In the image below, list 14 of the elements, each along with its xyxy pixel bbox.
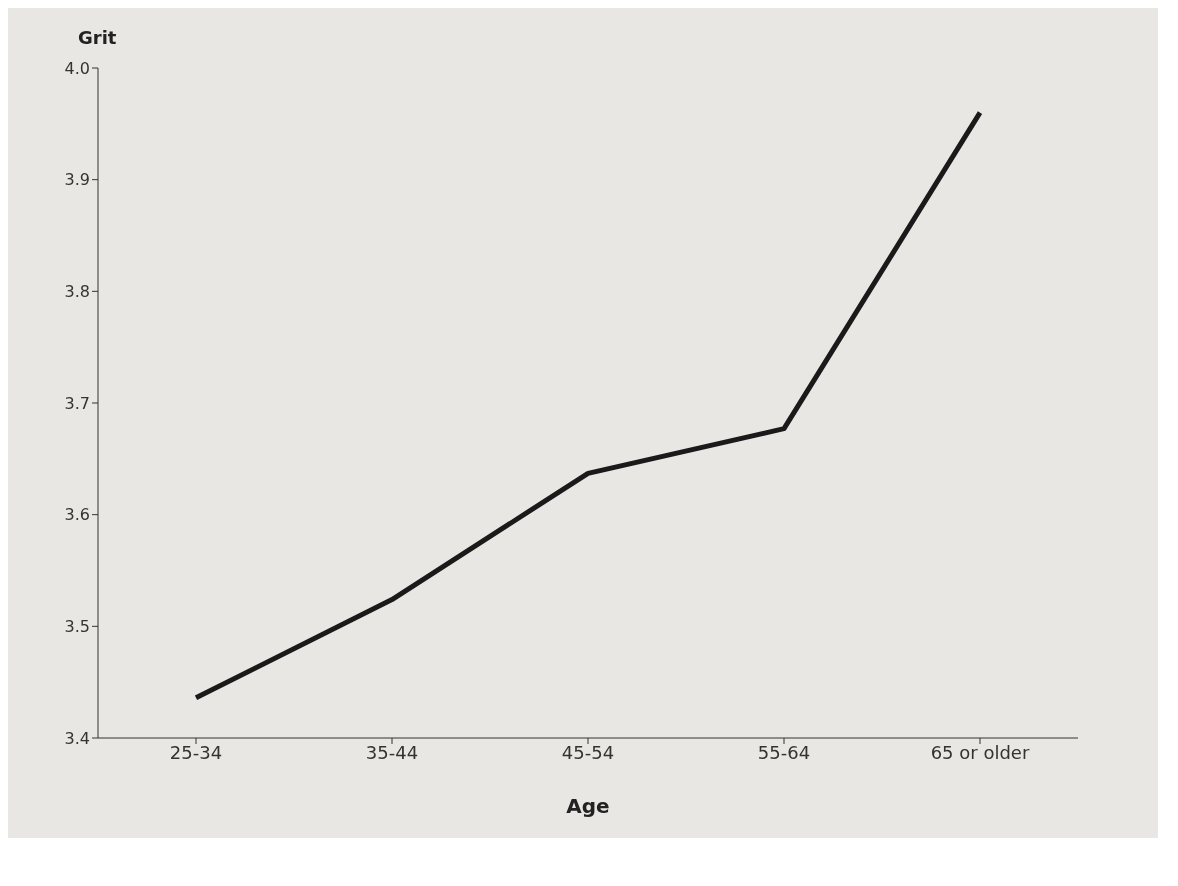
y-tick-label: 4.0 — [64, 58, 90, 78]
x-tick-label: 45-54 — [561, 741, 615, 763]
y-tick-label: 3.9 — [64, 170, 90, 190]
x-tick-label: 25-34 — [169, 741, 223, 763]
y-axis-title: Grit — [78, 26, 118, 50]
x-axis-title: Age — [566, 794, 610, 818]
x-tick-label: 65 or older — [930, 741, 1030, 763]
y-tick-label: 3.7 — [64, 393, 90, 413]
y-tick-label: 3.6 — [64, 505, 90, 525]
y-tick-label: 3.4 — [64, 728, 90, 748]
y-tick-label: 3.5 — [64, 617, 90, 637]
x-tick-label: 35-44 — [365, 741, 419, 763]
y-tick-label: 3.8 — [64, 282, 90, 302]
x-tick-label: 55-64 — [757, 741, 811, 763]
